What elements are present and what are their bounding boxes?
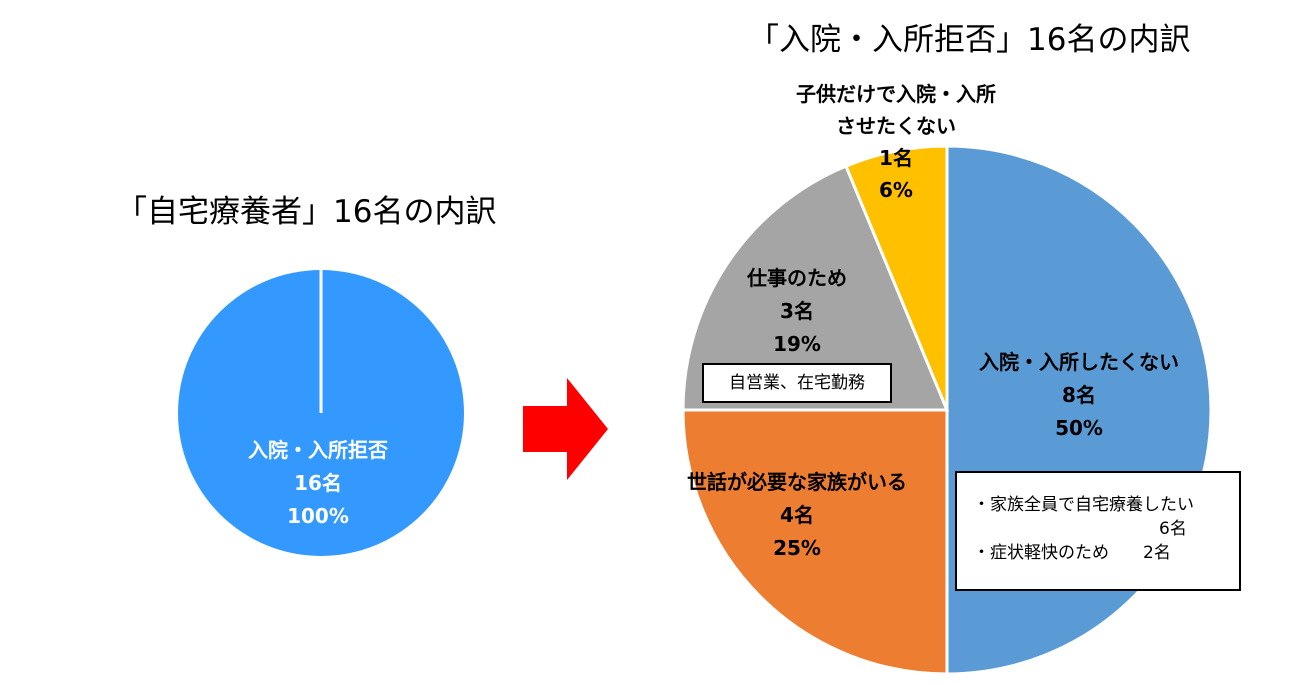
note-line-family-home: ・家族全員で自宅療養したい	[973, 495, 1194, 515]
slice-count: 3名	[780, 299, 814, 323]
reasons-note-box: ・家族全員で自宅療養したい 6名 ・症状軽快のため 2名	[955, 471, 1241, 591]
slice-count: 8名	[1062, 383, 1096, 407]
right-pie-slice-3	[844, 144, 949, 411]
slice-percent: 25%	[773, 536, 821, 560]
left-chart-title: 「自宅療養者」16名の内訳	[116, 194, 497, 230]
left-slice-count: 16名	[294, 471, 342, 495]
slice-name: 世話が必要な家族がいる	[687, 470, 907, 494]
work-note-text: 自営業、在宅勤務	[729, 373, 865, 393]
slice-label-children: 子供だけで入院・入所 させたくない 1名 6%	[796, 78, 996, 206]
right-pie-slice-2	[681, 164, 950, 412]
slice-label-work: 仕事のため 3名 19%	[747, 262, 847, 361]
right-pie-slice-1	[681, 408, 949, 676]
note-line-family-home-count: 6名	[1159, 519, 1187, 539]
slice-label-want-not-admitted: 入院・入所したくない 8名 50%	[979, 346, 1179, 445]
slice-count: 4名	[780, 503, 814, 527]
slice-name: 子供だけで入院・入所 させたくない	[796, 82, 996, 138]
slice-percent: 50%	[1055, 416, 1103, 440]
note-line-symptoms: ・症状軽快のため 2名	[973, 543, 1171, 563]
slice-count: 1名	[879, 146, 913, 170]
work-note-box: 自営業、在宅勤務	[702, 363, 892, 403]
slice-percent: 19%	[773, 332, 821, 356]
right-chart-title: 「入院・入所拒否」16名の内訳	[748, 22, 1191, 58]
slice-label-family-care: 世話が必要な家族がいる 4名 25%	[687, 466, 907, 565]
slice-name: 入院・入所したくない	[979, 350, 1179, 374]
left-slice-name: 入院・入所拒否	[248, 438, 388, 462]
left-pie-chart	[178, 270, 464, 556]
slice-percent: 6%	[879, 178, 913, 202]
right-arrow-icon	[523, 378, 608, 480]
left-slice-percent: 100%	[287, 504, 349, 528]
slice-name: 仕事のため	[747, 266, 847, 290]
left-slice-label: 入院・入所拒否 16名 100%	[248, 434, 388, 533]
